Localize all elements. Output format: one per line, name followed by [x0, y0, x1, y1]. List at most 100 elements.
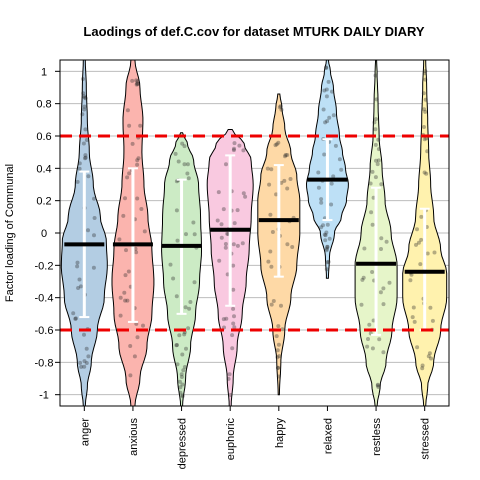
jitter-point: [276, 342, 281, 347]
jitter-point: [280, 327, 285, 332]
jitter-point: [134, 82, 139, 87]
jitter-point: [420, 366, 425, 371]
jitter-point: [324, 267, 329, 272]
jitter-point: [428, 305, 433, 310]
jitter-point: [422, 125, 426, 129]
jitter-point: [370, 222, 375, 227]
jitter-point: [381, 286, 386, 291]
jitter-point: [225, 231, 230, 236]
jitter-point: [429, 356, 433, 361]
jitter-point: [134, 250, 139, 255]
jitter-point: [231, 263, 236, 268]
jitter-point: [423, 109, 428, 114]
jitter-point: [273, 143, 278, 148]
jitter-point: [267, 182, 272, 187]
jitter-point: [75, 264, 80, 269]
jitter-point: [327, 236, 332, 241]
y-axis-label: Factor loading of Communal: [4, 164, 16, 302]
jitter-point: [276, 324, 281, 329]
jitter-point: [171, 276, 176, 281]
jitter-point: [125, 108, 130, 113]
jitter-point: [92, 216, 97, 220]
jitter-point: [235, 243, 240, 248]
jitter-point: [376, 158, 381, 163]
jitter-point: [133, 246, 138, 251]
jitter-point: [375, 382, 380, 387]
jitter-point: [269, 167, 274, 172]
jitter-point: [418, 262, 423, 267]
jitter-point: [367, 322, 372, 327]
jitter-point: [377, 337, 382, 342]
jitter-point: [384, 239, 389, 244]
jitter-point: [425, 149, 430, 154]
jitter-point: [179, 372, 184, 377]
jitter-point: [77, 277, 82, 282]
jitter-point: [323, 238, 328, 243]
jitter-point: [232, 221, 237, 226]
jitter-point: [123, 298, 128, 303]
jitter-point: [240, 241, 245, 246]
jitter-point: [125, 175, 130, 180]
jitter-point: [283, 153, 288, 157]
jitter-point: [321, 107, 326, 112]
jitter-point: [78, 284, 83, 289]
jitter-point: [118, 295, 123, 300]
jitter-point: [177, 379, 182, 384]
jitter-point: [118, 313, 123, 318]
jitter-point: [279, 303, 283, 308]
jitter-point: [127, 171, 132, 176]
jitter-point: [142, 229, 147, 234]
jitter-point: [216, 190, 221, 195]
jitter-point: [425, 251, 430, 256]
jitter-point: [184, 232, 188, 237]
jitter-point: [331, 174, 336, 179]
jitter-point: [321, 223, 325, 228]
jitter-point: [381, 302, 386, 307]
jitter-point: [223, 245, 228, 250]
jitter-point: [329, 202, 334, 207]
jitter-point: [215, 218, 220, 223]
jitter-point: [231, 242, 236, 247]
jitter-point: [130, 141, 135, 146]
jitter-point: [423, 97, 428, 102]
jitter-point: [319, 225, 324, 230]
jitter-point: [366, 337, 370, 341]
jitter-point: [221, 317, 226, 322]
jitter-point: [178, 385, 183, 390]
jitter-point: [430, 318, 435, 323]
jitter-point: [420, 363, 425, 368]
jitter-point: [134, 78, 139, 83]
jitter-point: [319, 197, 324, 202]
jitter-point: [191, 220, 196, 225]
jitter-point: [337, 157, 342, 162]
jitter-point: [83, 155, 88, 160]
y-tick-label: 0: [41, 228, 47, 240]
jitter-point: [127, 123, 132, 128]
jitter-point: [183, 305, 188, 310]
jitter-point: [285, 153, 290, 157]
x-tick-label: stressed: [420, 418, 432, 460]
jitter-point: [80, 77, 85, 81]
jitter-point: [135, 158, 140, 163]
jitter-point: [230, 346, 235, 351]
jitter-point: [71, 311, 76, 316]
jitter-point: [408, 278, 413, 283]
jitter-point: [180, 352, 185, 357]
jitter-point: [378, 290, 383, 295]
jitter-point: [86, 354, 91, 359]
x-tick-label: depressed: [177, 418, 189, 469]
jitter-point: [322, 152, 327, 157]
jitter-point: [222, 325, 226, 330]
jitter-point: [141, 323, 145, 328]
jitter-point: [268, 212, 273, 217]
jitter-point: [230, 333, 235, 338]
jitter-point: [83, 96, 88, 101]
jitter-point: [316, 185, 321, 190]
jitter-point: [86, 174, 91, 179]
jitter-point: [411, 305, 416, 310]
jitter-point: [84, 361, 89, 365]
jitter-point: [331, 113, 336, 118]
jitter-point: [373, 127, 378, 132]
jitter-point: [81, 91, 86, 96]
jitter-point: [80, 112, 85, 117]
